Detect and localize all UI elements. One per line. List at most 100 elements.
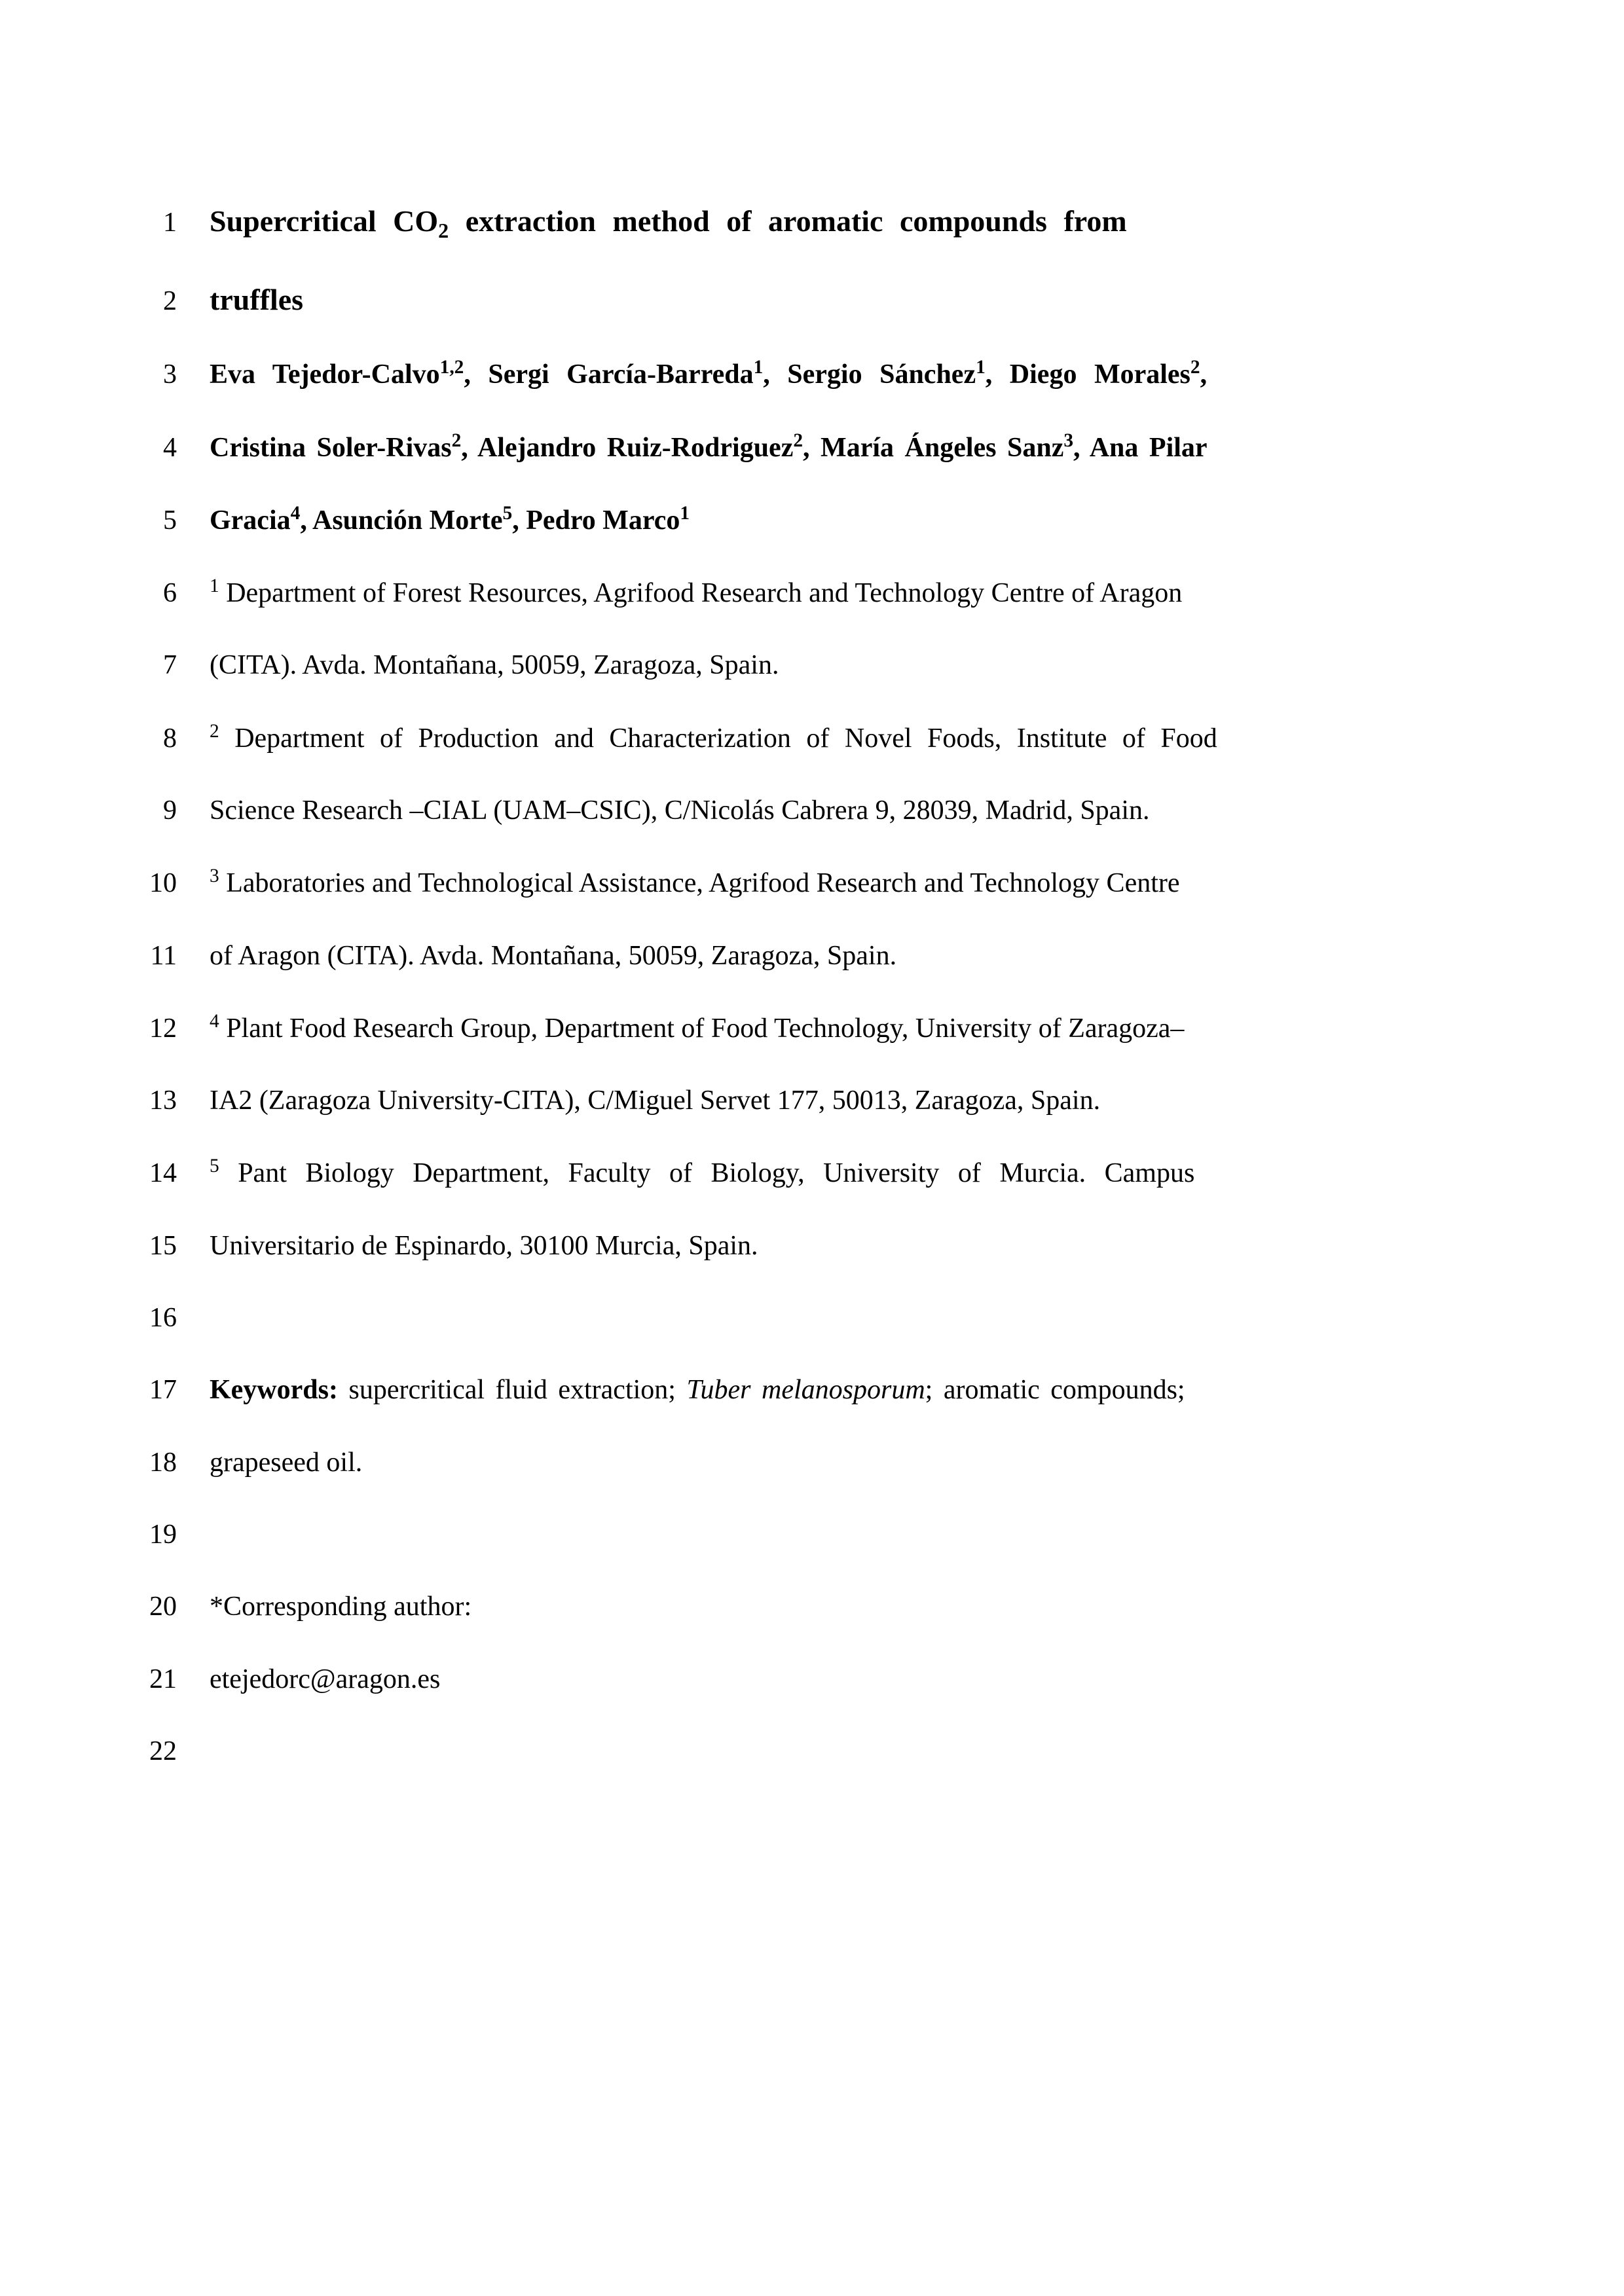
author-name: , Alejandro Ruiz-Rodriguez bbox=[461, 433, 793, 463]
line-number: 3 bbox=[144, 352, 210, 397]
author-affil-ref: 5 bbox=[502, 503, 512, 524]
title-text-part: Supercritical CO bbox=[210, 204, 438, 238]
author-name: Cristina Soler-Rivas bbox=[210, 433, 452, 463]
author-affil-ref: 2 bbox=[1190, 357, 1200, 378]
affiliation-line: (CITA). Avda. Montañana, 50059, Zaragoza… bbox=[210, 643, 1428, 688]
line-number: 13 bbox=[144, 1078, 210, 1123]
corresponding-email: etejedorc@aragon.es bbox=[210, 1657, 1428, 1702]
affil-text: Department of Forest Resources, Agrifood… bbox=[219, 578, 1183, 608]
line-number: 5 bbox=[144, 498, 210, 543]
affiliation-line: of Aragon (CITA). Avda. Montañana, 50059… bbox=[210, 934, 1428, 979]
author-name: , María Ángeles Sanz bbox=[803, 433, 1063, 463]
author-name: Gracia bbox=[210, 505, 291, 536]
author-name: , Sergi García-Barreda bbox=[464, 359, 753, 390]
manuscript-line: 7 (CITA). Avda. Montañana, 50059, Zarago… bbox=[144, 643, 1428, 688]
affiliation-line: 5 Pant Biology Department, Faculty of Bi… bbox=[210, 1150, 1428, 1196]
keywords-italic: Tuber melanosporum bbox=[686, 1375, 925, 1405]
title-subscript: 2 bbox=[438, 219, 449, 242]
affil-number: 2 bbox=[210, 721, 219, 742]
manuscript-line: 6 1 Department of Forest Resources, Agri… bbox=[144, 570, 1428, 616]
keywords-text: ; aromatic compounds; bbox=[925, 1375, 1185, 1405]
line-number: 19 bbox=[144, 1512, 210, 1558]
line-number: 10 bbox=[144, 861, 210, 906]
manuscript-line: 9 Science Research –CIAL (UAM–CSIC), C/N… bbox=[144, 788, 1428, 833]
manuscript-line: 8 2 Department of Production and Charact… bbox=[144, 716, 1428, 761]
line-number: 4 bbox=[144, 426, 210, 471]
manuscript-line: 21 etejedorc@aragon.es bbox=[144, 1657, 1428, 1702]
manuscript-line: 22 bbox=[144, 1729, 1428, 1774]
title-line-1: Supercritical CO2 extraction method of a… bbox=[210, 196, 1428, 248]
author-affil-ref: 1 bbox=[976, 357, 986, 378]
line-number: 7 bbox=[144, 643, 210, 688]
blank-line bbox=[210, 1296, 1428, 1341]
affil-text: Department of Production and Characteriz… bbox=[219, 723, 1217, 754]
manuscript-line: 10 3 Laboratories and Technological Assi… bbox=[144, 860, 1428, 906]
author-name: Eva Tejedor-Calvo bbox=[210, 359, 440, 390]
affil-text: Pant Biology Department, Faculty of Biol… bbox=[219, 1158, 1195, 1188]
line-number: 16 bbox=[144, 1296, 210, 1341]
title-line-2: truffles bbox=[210, 275, 1428, 325]
author-affil-ref: 3 bbox=[1063, 430, 1073, 451]
manuscript-line: 20 *Corresponding author: bbox=[144, 1584, 1428, 1630]
line-number: 17 bbox=[144, 1368, 210, 1413]
line-number: 22 bbox=[144, 1729, 210, 1774]
keywords-label: Keywords: bbox=[210, 1375, 338, 1405]
affil-text: Laboratories and Technological Assistanc… bbox=[219, 868, 1180, 898]
line-number: 1 bbox=[144, 200, 210, 246]
line-number: 11 bbox=[144, 934, 210, 979]
author-affil-ref: 1 bbox=[754, 357, 764, 378]
corresponding-label: *Corresponding author: bbox=[210, 1584, 1428, 1630]
affil-number: 5 bbox=[210, 1156, 219, 1176]
manuscript-line: 5 Gracia4, Asunción Morte5, Pedro Marco1 bbox=[144, 498, 1428, 543]
author-name: , Pedro Marco bbox=[512, 505, 680, 536]
affil-number: 3 bbox=[210, 866, 219, 886]
manuscript-line: 17 Keywords: supercritical fluid extract… bbox=[144, 1368, 1428, 1413]
manuscript-line: 12 4 Plant Food Research Group, Departme… bbox=[144, 1006, 1428, 1051]
author-name: , Asunción Morte bbox=[300, 505, 502, 536]
keywords-text: supercritical fluid extraction; bbox=[338, 1375, 686, 1405]
affiliation-line: IA2 (Zaragoza University-CITA), C/Miguel… bbox=[210, 1078, 1428, 1123]
line-number: 8 bbox=[144, 716, 210, 761]
manuscript-page: 1 Supercritical CO2 extraction method of… bbox=[144, 196, 1428, 1774]
line-number: 12 bbox=[144, 1006, 210, 1051]
manuscript-line: 11 of Aragon (CITA). Avda. Montañana, 50… bbox=[144, 934, 1428, 979]
authors-line: Cristina Soler-Rivas2, Alejandro Ruiz-Ro… bbox=[210, 425, 1428, 471]
blank-line bbox=[210, 1512, 1428, 1558]
manuscript-line: 15 Universitario de Espinardo, 30100 Mur… bbox=[144, 1224, 1428, 1269]
affil-text: Plant Food Research Group, Department of… bbox=[219, 1013, 1185, 1044]
affiliation-line: 2 Department of Production and Character… bbox=[210, 716, 1428, 761]
manuscript-line: 19 bbox=[144, 1512, 1428, 1558]
blank-line bbox=[210, 1729, 1428, 1774]
author-name: , Diego Morales bbox=[986, 359, 1190, 390]
affiliation-line: 1 Department of Forest Resources, Agrifo… bbox=[210, 570, 1428, 616]
line-number: 20 bbox=[144, 1584, 210, 1630]
manuscript-line: 13 IA2 (Zaragoza University-CITA), C/Mig… bbox=[144, 1078, 1428, 1123]
manuscript-line: 1 Supercritical CO2 extraction method of… bbox=[144, 196, 1428, 248]
affil-number: 1 bbox=[210, 575, 219, 596]
line-number: 6 bbox=[144, 571, 210, 616]
author-affil-ref: 1,2 bbox=[440, 357, 464, 378]
affil-number: 4 bbox=[210, 1011, 219, 1032]
manuscript-line: 3 Eva Tejedor-Calvo1,2, Sergi García-Bar… bbox=[144, 352, 1428, 397]
keywords-line: grapeseed oil. bbox=[210, 1440, 1428, 1485]
affiliation-line: 4 Plant Food Research Group, Department … bbox=[210, 1006, 1428, 1051]
line-number: 15 bbox=[144, 1224, 210, 1269]
authors-line: Gracia4, Asunción Morte5, Pedro Marco1 bbox=[210, 498, 1428, 543]
line-number: 9 bbox=[144, 788, 210, 833]
affiliation-line: Universitario de Espinardo, 30100 Murcia… bbox=[210, 1224, 1428, 1269]
title-text-part: extraction method of aromatic compounds … bbox=[449, 204, 1126, 238]
author-sep: , bbox=[1200, 359, 1208, 390]
author-name: , Ana Pilar bbox=[1073, 433, 1208, 463]
manuscript-line: 16 bbox=[144, 1296, 1428, 1341]
affiliation-line: 3 Laboratories and Technological Assista… bbox=[210, 860, 1428, 906]
author-affil-ref: 2 bbox=[452, 430, 462, 451]
line-number: 21 bbox=[144, 1657, 210, 1702]
authors-line: Eva Tejedor-Calvo1,2, Sergi García-Barre… bbox=[210, 352, 1428, 397]
manuscript-line: 2 truffles bbox=[144, 275, 1428, 325]
author-name: , Sergio Sánchez bbox=[763, 359, 976, 390]
line-number: 14 bbox=[144, 1151, 210, 1196]
manuscript-line: 14 5 Pant Biology Department, Faculty of… bbox=[144, 1150, 1428, 1196]
affiliation-line: Science Research –CIAL (UAM–CSIC), C/Nic… bbox=[210, 788, 1428, 833]
line-number: 18 bbox=[144, 1440, 210, 1485]
manuscript-line: 4 Cristina Soler-Rivas2, Alejandro Ruiz-… bbox=[144, 425, 1428, 471]
